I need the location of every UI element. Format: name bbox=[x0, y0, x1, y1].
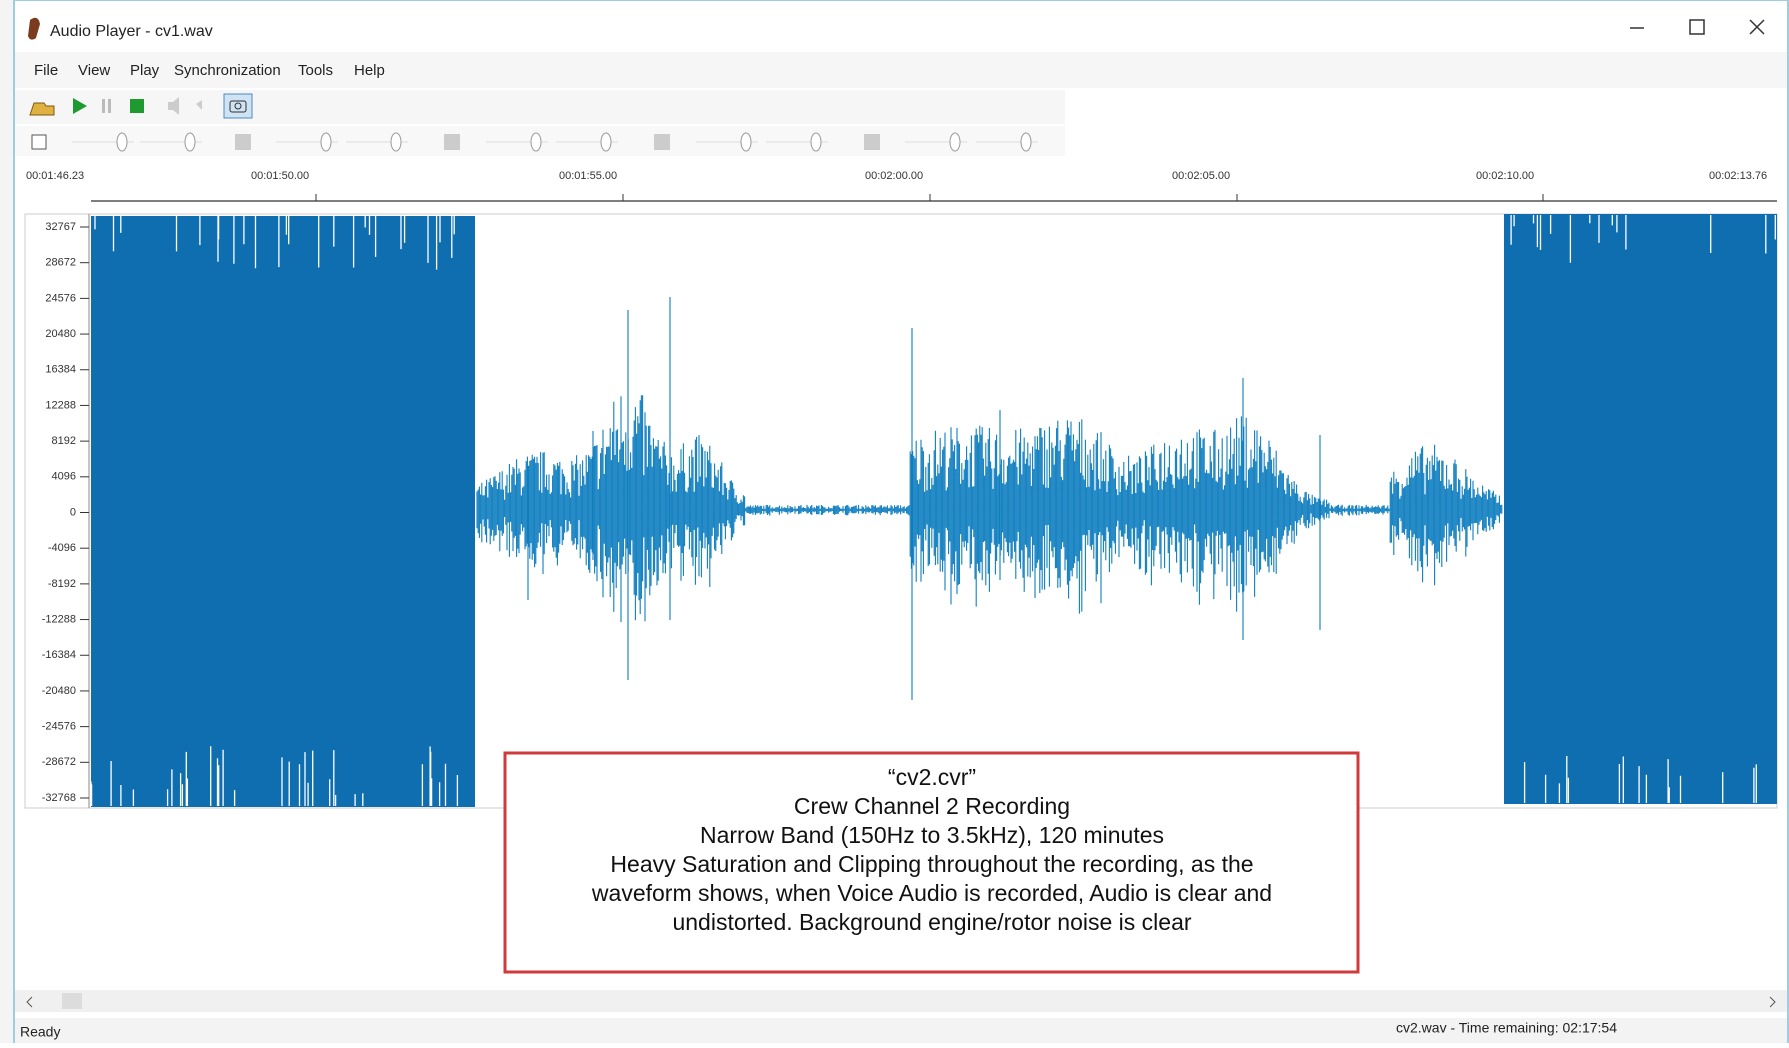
amplitude-label: -16384 bbox=[42, 649, 76, 661]
ruler-labels: 00:01:46.23 00:01:50.00 00:01:55.00 00:02:0… bbox=[26, 170, 1767, 201]
slider-knob[interactable] bbox=[184, 132, 196, 152]
waveform bbox=[90, 214, 1777, 807]
app-icon bbox=[28, 17, 40, 40]
slider-knob[interactable] bbox=[600, 132, 612, 152]
time-label: 00:02:05.00 bbox=[1172, 170, 1230, 182]
slider-knob[interactable] bbox=[320, 132, 332, 152]
annotation-line: “cv2.cvr” bbox=[888, 764, 976, 790]
status-bar bbox=[15, 1018, 1787, 1043]
menu-item[interactable]: Play bbox=[130, 62, 160, 79]
menu-items: File View Play Synchronization Tools Help bbox=[34, 62, 385, 79]
amplitude-label: -12288 bbox=[42, 613, 76, 625]
play-button[interactable] bbox=[73, 98, 87, 114]
stop-button[interactable] bbox=[130, 99, 144, 113]
amplitude-label: 4096 bbox=[52, 471, 76, 483]
annotation-text: “cv2.cvr” Crew Channel 2 Recording Narrow … bbox=[591, 764, 1272, 935]
window-title: Audio Player - cv1.wav bbox=[50, 23, 213, 40]
slider-knob[interactable] bbox=[740, 132, 752, 152]
open-button[interactable] bbox=[29, 102, 55, 116]
scroll-right[interactable] bbox=[1769, 996, 1776, 1008]
saturated-block bbox=[1504, 214, 1777, 804]
channel-sliders bbox=[72, 132, 1038, 152]
amplitude-label: 8192 bbox=[52, 435, 76, 447]
volume-button[interactable] bbox=[168, 97, 179, 115]
amplitude-label: -28672 bbox=[42, 756, 76, 768]
amplitude-label: 12288 bbox=[45, 399, 76, 411]
maximize-button[interactable] bbox=[1689, 19, 1705, 35]
time-ruler bbox=[15, 162, 1787, 212]
time-label: 00:02:13.76 bbox=[1709, 170, 1767, 182]
channel-icon[interactable] bbox=[864, 134, 880, 150]
annotation-line: waveform shows, when Voice Audio is reco… bbox=[591, 880, 1272, 906]
channel-checkbox[interactable] bbox=[31, 134, 47, 150]
amplitude-label: 0 bbox=[70, 506, 76, 518]
time-label: 00:02:00.00 bbox=[865, 170, 923, 182]
amplitude-label: 24576 bbox=[45, 292, 76, 304]
close-button[interactable] bbox=[1749, 19, 1765, 35]
annotation-line: Crew Channel 2 Recording bbox=[794, 793, 1070, 819]
status-left: Ready bbox=[20, 1024, 60, 1040]
clip-gaps bbox=[90, 215, 1776, 806]
amplitude-label: -32768 bbox=[42, 792, 76, 804]
slider-knob[interactable] bbox=[530, 132, 542, 152]
camera-lens bbox=[234, 102, 242, 110]
amplitude-label: -4096 bbox=[48, 542, 76, 554]
snapshot-button[interactable] bbox=[223, 93, 253, 119]
voice-waveform bbox=[476, 297, 1503, 700]
amplitude-label: 32767 bbox=[45, 221, 76, 233]
annotation-line: Heavy Saturation and Clipping throughout… bbox=[610, 851, 1253, 877]
amplitude-label: -24576 bbox=[42, 721, 76, 733]
time-label: 00:01:46.23 bbox=[26, 170, 84, 182]
scroll-left[interactable] bbox=[26, 996, 33, 1008]
amplitude-label: 16384 bbox=[45, 364, 76, 376]
pause-button-bar bbox=[108, 99, 111, 113]
menu-item[interactable]: Help bbox=[354, 62, 385, 79]
toolbar bbox=[15, 90, 1065, 124]
amplitude-label: 28672 bbox=[45, 257, 76, 269]
channel-icon[interactable] bbox=[235, 134, 251, 150]
slider-knob[interactable] bbox=[949, 132, 961, 152]
menu-item[interactable]: Tools bbox=[298, 62, 333, 79]
slider-knob[interactable] bbox=[116, 132, 128, 152]
scroll-thumb[interactable] bbox=[62, 993, 82, 1009]
title-bar bbox=[15, 1, 1787, 51]
prev-button[interactable] bbox=[196, 100, 202, 110]
horizontal-scrollbar[interactable] bbox=[15, 990, 1787, 1012]
camera-icon bbox=[229, 100, 247, 113]
saturated-block bbox=[91, 216, 475, 807]
slider-knob[interactable] bbox=[1020, 132, 1032, 152]
menu-item[interactable]: View bbox=[78, 62, 110, 79]
channel-icon[interactable] bbox=[444, 134, 460, 150]
pause-button[interactable] bbox=[102, 99, 105, 113]
annotation-line: undistorted. Background engine/rotor noi… bbox=[672, 909, 1191, 935]
amplitude-label: -20480 bbox=[42, 685, 76, 697]
annotation-line: Narrow Band (150Hz to 3.5kHz), 120 minut… bbox=[700, 822, 1164, 848]
status-right: cv2.wav - Time remaining: 02:17:54 bbox=[1396, 1020, 1617, 1036]
time-label: 00:01:55.00 bbox=[559, 170, 617, 182]
slider-knob[interactable] bbox=[390, 132, 402, 152]
time-label: 00:02:10.00 bbox=[1476, 170, 1534, 182]
amplitude-labels: 32767 28672 24576 20480 16384 12288 8192 4096 0 -… bbox=[42, 221, 89, 804]
amplitude-label: 20480 bbox=[45, 328, 76, 340]
menu-item[interactable]: File bbox=[34, 62, 58, 79]
amplitude-label: -8192 bbox=[48, 578, 76, 590]
slider-knob[interactable] bbox=[810, 132, 822, 152]
menu-item[interactable]: Synchronization bbox=[174, 62, 281, 79]
channel-icon[interactable] bbox=[654, 134, 670, 150]
menu-bar bbox=[15, 52, 1787, 88]
annotation-box bbox=[503, 751, 1360, 974]
time-label: 00:01:50.00 bbox=[251, 170, 309, 182]
